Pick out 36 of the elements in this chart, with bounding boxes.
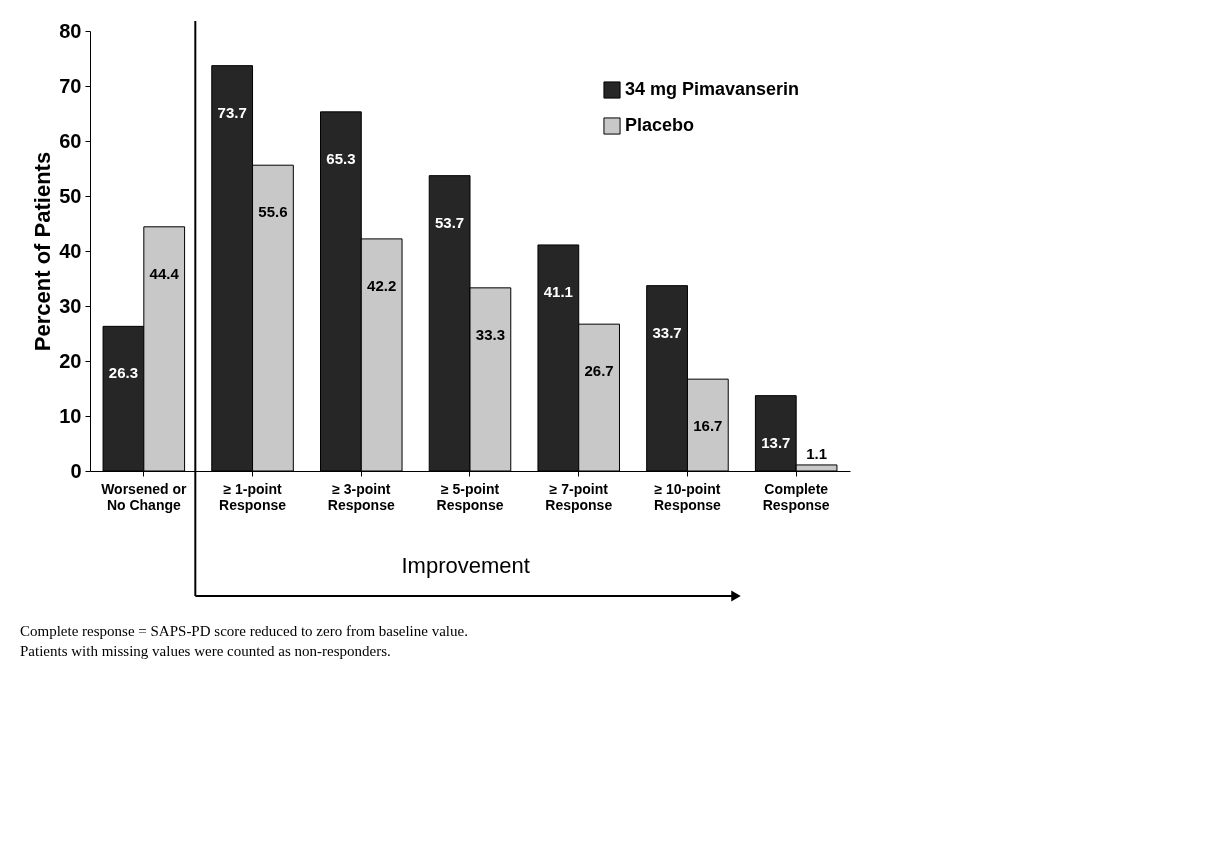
data-label: 33.7 (652, 323, 682, 341)
y-tick-label: 80 (59, 19, 82, 42)
x-tick-label: Worsened or No Change (101, 480, 188, 513)
text: Improvement (401, 553, 530, 578)
text: Patients with missing values were counted as non-responders. (20, 643, 391, 659)
data-label: 13.7 (761, 433, 791, 451)
y-tick-label: 70 (59, 74, 82, 97)
y-tick-label: 30 (59, 294, 82, 317)
text: Complete response = SAPS-PD score reduced to zero from baseline value. (20, 623, 468, 639)
y-tick-label: 60 (59, 129, 82, 152)
data-label: 26.3 (108, 364, 139, 382)
y-tick-label: 40 (59, 239, 82, 262)
data-label: 16.7 (693, 417, 723, 435)
legend-label: 34 mg Pimavanserin (625, 79, 800, 99)
x-tick-label: ≥ 3-point Response (327, 480, 395, 513)
y-tick-label: 10 (59, 404, 82, 427)
x-tick-label: ≥ 1-point Response (219, 480, 287, 513)
y-tick-label: 50 (59, 184, 82, 207)
data-label: 55.6 (258, 203, 288, 221)
y-tick-label: 0 (70, 459, 82, 482)
data-label: 33.3 (475, 325, 505, 343)
data-label: 53.7 (435, 213, 465, 231)
data-label: 73.7 (217, 103, 247, 121)
x-tick-label: Complete Response (762, 480, 830, 513)
data-label: 42.2 (367, 276, 397, 294)
x-tick-label: ≥ 7-point Response (545, 480, 613, 513)
data-label: 65.3 (326, 149, 356, 167)
x-tick-label: ≥ 10-point Response (653, 480, 722, 513)
data-label: 44.4 (149, 264, 180, 282)
y-tick-label: 20 (59, 349, 82, 372)
x-tick-label: ≥ 5-point Response (436, 480, 504, 513)
data-label: 41.1 (543, 282, 573, 300)
y-axis-title: Percent of Patients (30, 151, 56, 352)
data-label: 26.7 (584, 362, 614, 380)
data-label: 1.1 (806, 444, 827, 462)
legend-label: Placebo (625, 115, 695, 135)
